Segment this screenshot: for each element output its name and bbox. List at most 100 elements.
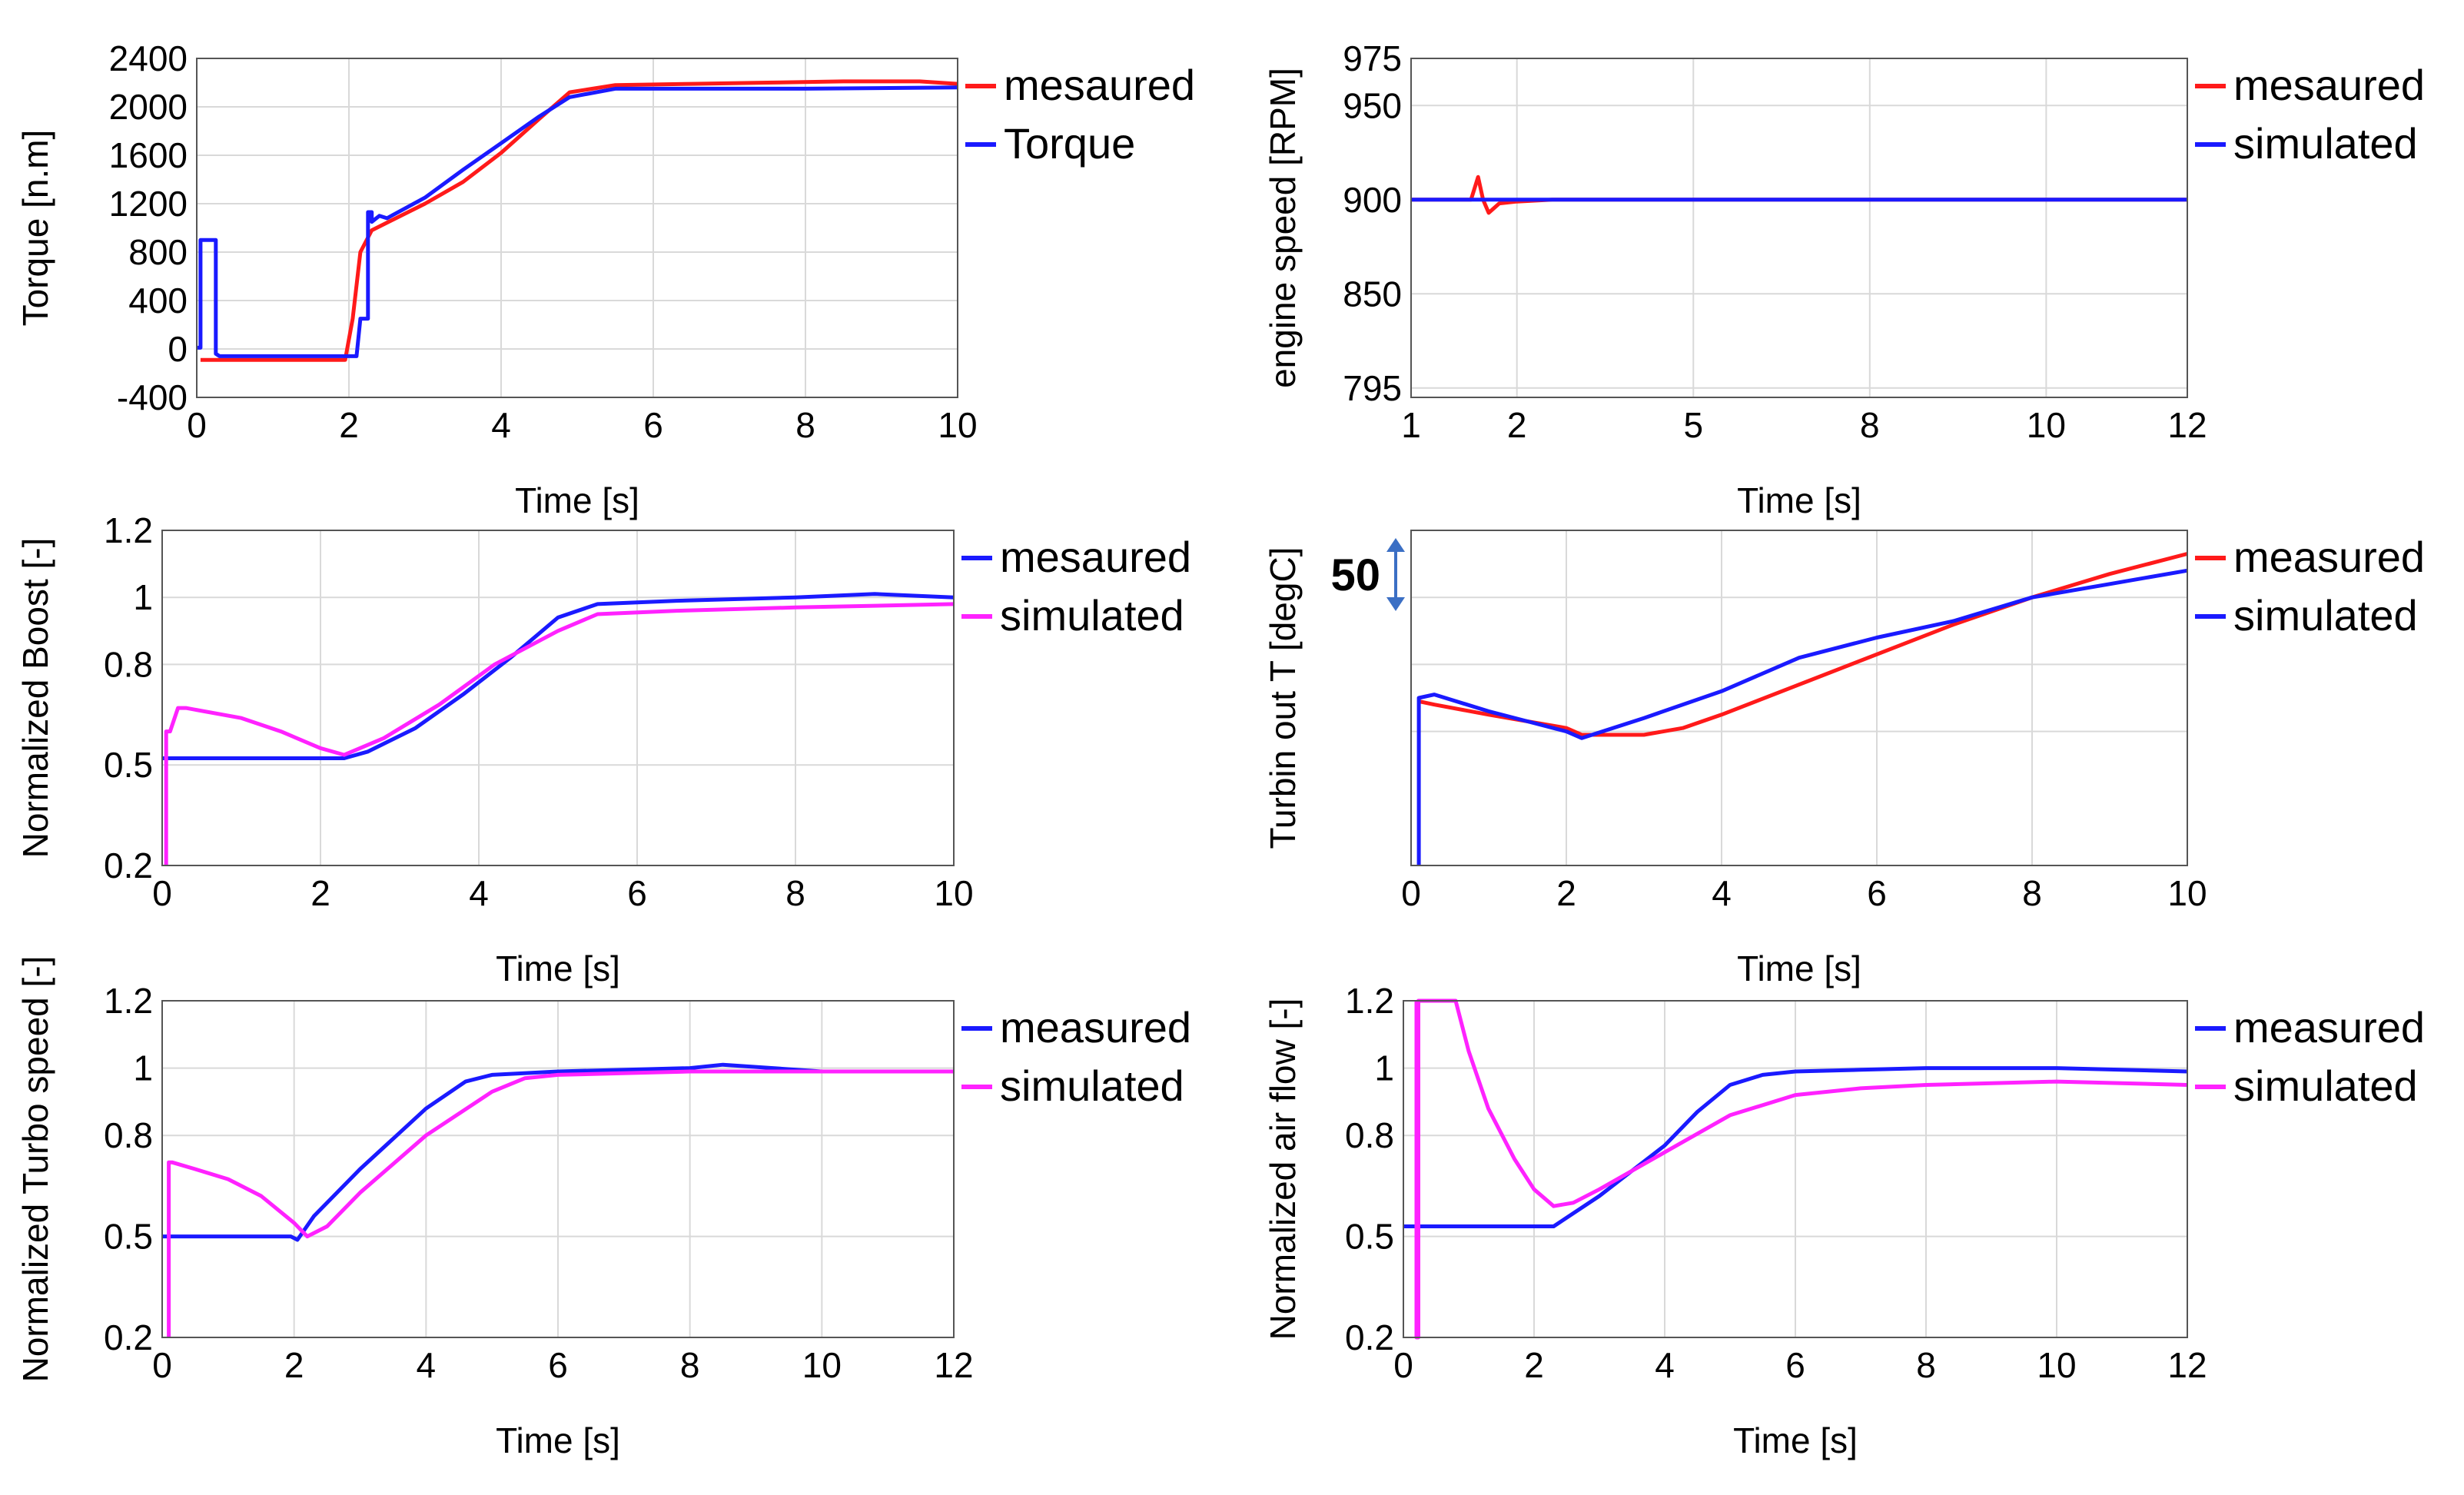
y-axis-label: engine speed [RPM] bbox=[1263, 68, 1303, 388]
y-tick-label: 0.2 bbox=[104, 846, 153, 885]
y-tick-label: 850 bbox=[1343, 274, 1402, 314]
turbo-speed-panel: 0 2 4 6 8 10 12 0.2 0.5 0.8 1 1.2 Time [s] Normalized… bbox=[15, 956, 1191, 1460]
legend-label-simulated: simulated bbox=[2233, 591, 2418, 640]
y-tick-label: -400 bbox=[117, 377, 188, 417]
plot-area bbox=[1410, 530, 2188, 866]
series-line-simulated bbox=[167, 1069, 954, 1337]
plot-border bbox=[161, 530, 955, 866]
legend-label-mesaured: mesaured bbox=[1000, 533, 1191, 581]
x-tick-label: 4 bbox=[469, 873, 489, 913]
x-tick-label: 6 bbox=[627, 873, 647, 913]
y-tick-label: 975 bbox=[1343, 38, 1402, 78]
y-tick-label: 2400 bbox=[109, 38, 188, 78]
y-tick-label: 0.5 bbox=[1345, 1217, 1394, 1257]
legend-label-simulated: simulated bbox=[2233, 119, 2418, 168]
series-line-measured bbox=[1403, 1066, 2188, 1228]
x-tick-label: 8 bbox=[1916, 1345, 1936, 1385]
x-tick-label: 8 bbox=[2022, 873, 2042, 913]
x-tick-label: 10 bbox=[2167, 873, 2207, 913]
x-tick-label: 8 bbox=[1860, 405, 1880, 445]
x-tick-label: 5 bbox=[1683, 405, 1703, 445]
x-tick-label: 0 bbox=[1393, 1345, 1413, 1385]
series-line-simulated bbox=[1416, 568, 2188, 865]
legend-label-simulated: simulated bbox=[2233, 1061, 2418, 1110]
series-line-Torque bbox=[197, 85, 958, 358]
x-tick-label: 10 bbox=[938, 405, 977, 445]
x-tick-label: 12 bbox=[2167, 1345, 2207, 1385]
y-tick-label: 2000 bbox=[109, 87, 188, 127]
boost-panel: 0 2 4 6 8 10 0.2 0.5 0.8 1 1.2 Time [s] Normalized B… bbox=[15, 510, 1191, 988]
x-tick-label: 6 bbox=[548, 1345, 568, 1385]
x-axis-label: Time [s] bbox=[496, 1420, 620, 1460]
y-axis-label: Normalized Turbo speed [-] bbox=[15, 956, 55, 1383]
x-tick-label: 4 bbox=[491, 405, 511, 445]
plot-area bbox=[1410, 58, 2188, 398]
x-tick-label: 2 bbox=[1524, 1345, 1544, 1385]
x-axis-label: Time [s] bbox=[515, 480, 639, 520]
y-axis-label: Torque [n.m] bbox=[15, 130, 55, 327]
y-tick-label: 795 bbox=[1343, 368, 1402, 408]
series-line-mesaured bbox=[200, 79, 958, 362]
y-tick-label: 0.2 bbox=[1345, 1317, 1394, 1357]
x-tick-label: 6 bbox=[1785, 1345, 1805, 1385]
y-tick-label: 950 bbox=[1343, 85, 1402, 125]
x-axis-label: Time [s] bbox=[1733, 1420, 1858, 1460]
series-line-simulated bbox=[164, 602, 955, 865]
x-tick-label: 10 bbox=[934, 873, 973, 913]
legend-label-Torque: Torque bbox=[1004, 119, 1135, 168]
x-tick-label: 2 bbox=[310, 873, 330, 913]
y-tick-label: 900 bbox=[1343, 180, 1402, 220]
x-tick-label: 8 bbox=[680, 1345, 700, 1385]
y-tick-label: 1.2 bbox=[1345, 981, 1394, 1021]
y-axis-label: Normalized Boost [-] bbox=[15, 538, 55, 859]
x-tick-label: 12 bbox=[2167, 405, 2207, 445]
x-tick-label: 0 bbox=[152, 873, 172, 913]
x-tick-label: 10 bbox=[2037, 1345, 2076, 1385]
y-tick-label: 0.8 bbox=[104, 1115, 153, 1155]
y-tick-label: 0 bbox=[168, 329, 188, 369]
legend-label-mesaured: mesaured bbox=[1004, 61, 1195, 109]
x-axis-label: Time [s] bbox=[496, 948, 620, 988]
x-tick-label: 2 bbox=[284, 1345, 304, 1385]
y-tick-label: 1600 bbox=[109, 135, 188, 175]
x-tick-label: 4 bbox=[1655, 1345, 1675, 1385]
plot-border bbox=[161, 1000, 955, 1338]
y-tick-label: 1200 bbox=[109, 184, 188, 224]
air-flow-panel: 0 2 4 6 8 10 12 0.2 0.5 0.8 1 1.2 Time [s] Normalized… bbox=[1263, 981, 2425, 1460]
y-tick-label: 1.2 bbox=[104, 981, 153, 1021]
legend-label-simulated: simulated bbox=[1000, 591, 1184, 640]
y-axis-label: Normalized air flow [-] bbox=[1263, 998, 1303, 1341]
plot-area bbox=[196, 58, 958, 398]
y-tick-label: 1.2 bbox=[104, 510, 153, 550]
y-tick-label: 0.8 bbox=[1345, 1115, 1394, 1155]
x-tick-label: 2 bbox=[339, 405, 359, 445]
x-tick-label: 1 bbox=[1401, 405, 1421, 445]
legend-label-mesaured: mesaured bbox=[2233, 61, 2425, 109]
y-tick-label: 400 bbox=[128, 281, 188, 321]
turbine-out-temperature-panel: 0 2 4 6 8 10 Time [s] Turbin out T [degC] measur… bbox=[1263, 530, 2425, 988]
y-tick-label: 0.2 bbox=[104, 1317, 153, 1357]
legend-label-measured: measured bbox=[2233, 533, 2425, 581]
y-tick-label: 0.8 bbox=[104, 644, 153, 684]
x-tick-label: 10 bbox=[802, 1345, 842, 1385]
plot-border bbox=[1403, 1000, 2188, 1338]
x-tick-label: 8 bbox=[785, 873, 805, 913]
plot-border bbox=[1410, 530, 2188, 866]
legend-label-measured: measured bbox=[1000, 1003, 1191, 1051]
x-tick-label: 12 bbox=[934, 1345, 973, 1385]
x-tick-label: 6 bbox=[1867, 873, 1887, 913]
x-tick-label: 0 bbox=[187, 405, 207, 445]
x-tick-label: 0 bbox=[152, 1345, 172, 1385]
y-tick-label: 800 bbox=[128, 232, 188, 272]
span-annotation: 50 bbox=[1330, 550, 1380, 600]
y-tick-label: 0.5 bbox=[104, 745, 153, 785]
series-line-measured bbox=[162, 1062, 954, 1242]
x-tick-label: 0 bbox=[1401, 873, 1421, 913]
x-tick-label: 8 bbox=[795, 405, 815, 445]
y-axis-label: Turbin out T [degC] bbox=[1263, 547, 1303, 849]
span-arrow-up-icon bbox=[1386, 538, 1405, 552]
legend-label-simulated: simulated bbox=[1000, 1061, 1184, 1110]
